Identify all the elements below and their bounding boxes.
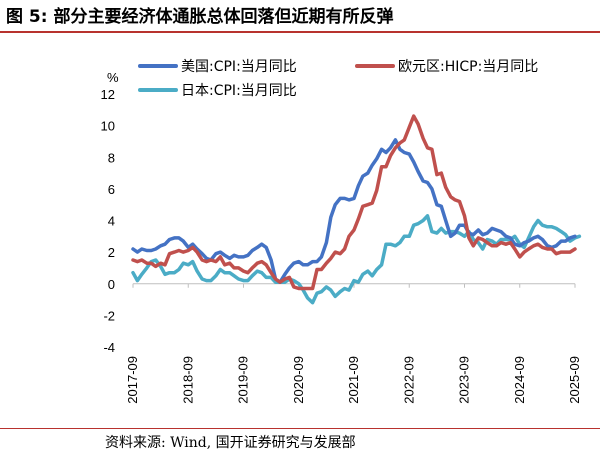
y-tick-label: 6 — [108, 182, 115, 197]
y-tick-label: 10 — [101, 119, 115, 134]
x-tick-label: 2018-09 — [180, 356, 195, 404]
series-line-0 — [131, 138, 577, 284]
x-tick-label: 2022-09 — [401, 356, 416, 404]
series-line-2 — [131, 214, 582, 305]
y-tick-label: 0 — [108, 277, 115, 292]
y-tick-label: 2 — [108, 245, 115, 260]
y-tick-label: -2 — [103, 308, 115, 323]
figure-title: 图 5: 部分主要经济体通胀总体回落但近期有所反弹 — [6, 7, 394, 27]
axes: 2017-09 2018-09 2019-09 2020-09 2021-09 2022-… — [101, 70, 582, 404]
title-rule — [0, 31, 600, 33]
y-tick-label: 4 — [108, 214, 115, 229]
x-tick-label: 2021-09 — [346, 356, 361, 404]
x-tick-label: 2019-09 — [236, 356, 251, 404]
legend-label-0: 美国:CPI:当月同比 — [181, 59, 297, 75]
x-tick-label: 2025-09 — [567, 356, 582, 404]
y-tick-label: 12 — [101, 87, 115, 102]
legend-label-1: 欧元区:HICP:当月同比 — [398, 59, 538, 75]
x-tick-label: 2020-09 — [291, 356, 306, 404]
x-tick-label: 2024-09 — [512, 356, 527, 404]
series-lines — [131, 114, 582, 305]
legend-label-2: 日本:CPI:当月同比 — [181, 83, 297, 99]
x-tick-label: 2017-09 — [125, 356, 140, 404]
x-tick-label: 2023-09 — [457, 356, 472, 404]
source-rule — [0, 428, 600, 429]
series-line-1 — [131, 114, 577, 291]
y-tick-label: -4 — [103, 340, 115, 355]
source-note: 资料来源: Wind, 国开证券研究与发展部 — [105, 435, 356, 451]
y-unit-label: % — [107, 70, 119, 85]
y-tick-label: 8 — [108, 150, 115, 165]
